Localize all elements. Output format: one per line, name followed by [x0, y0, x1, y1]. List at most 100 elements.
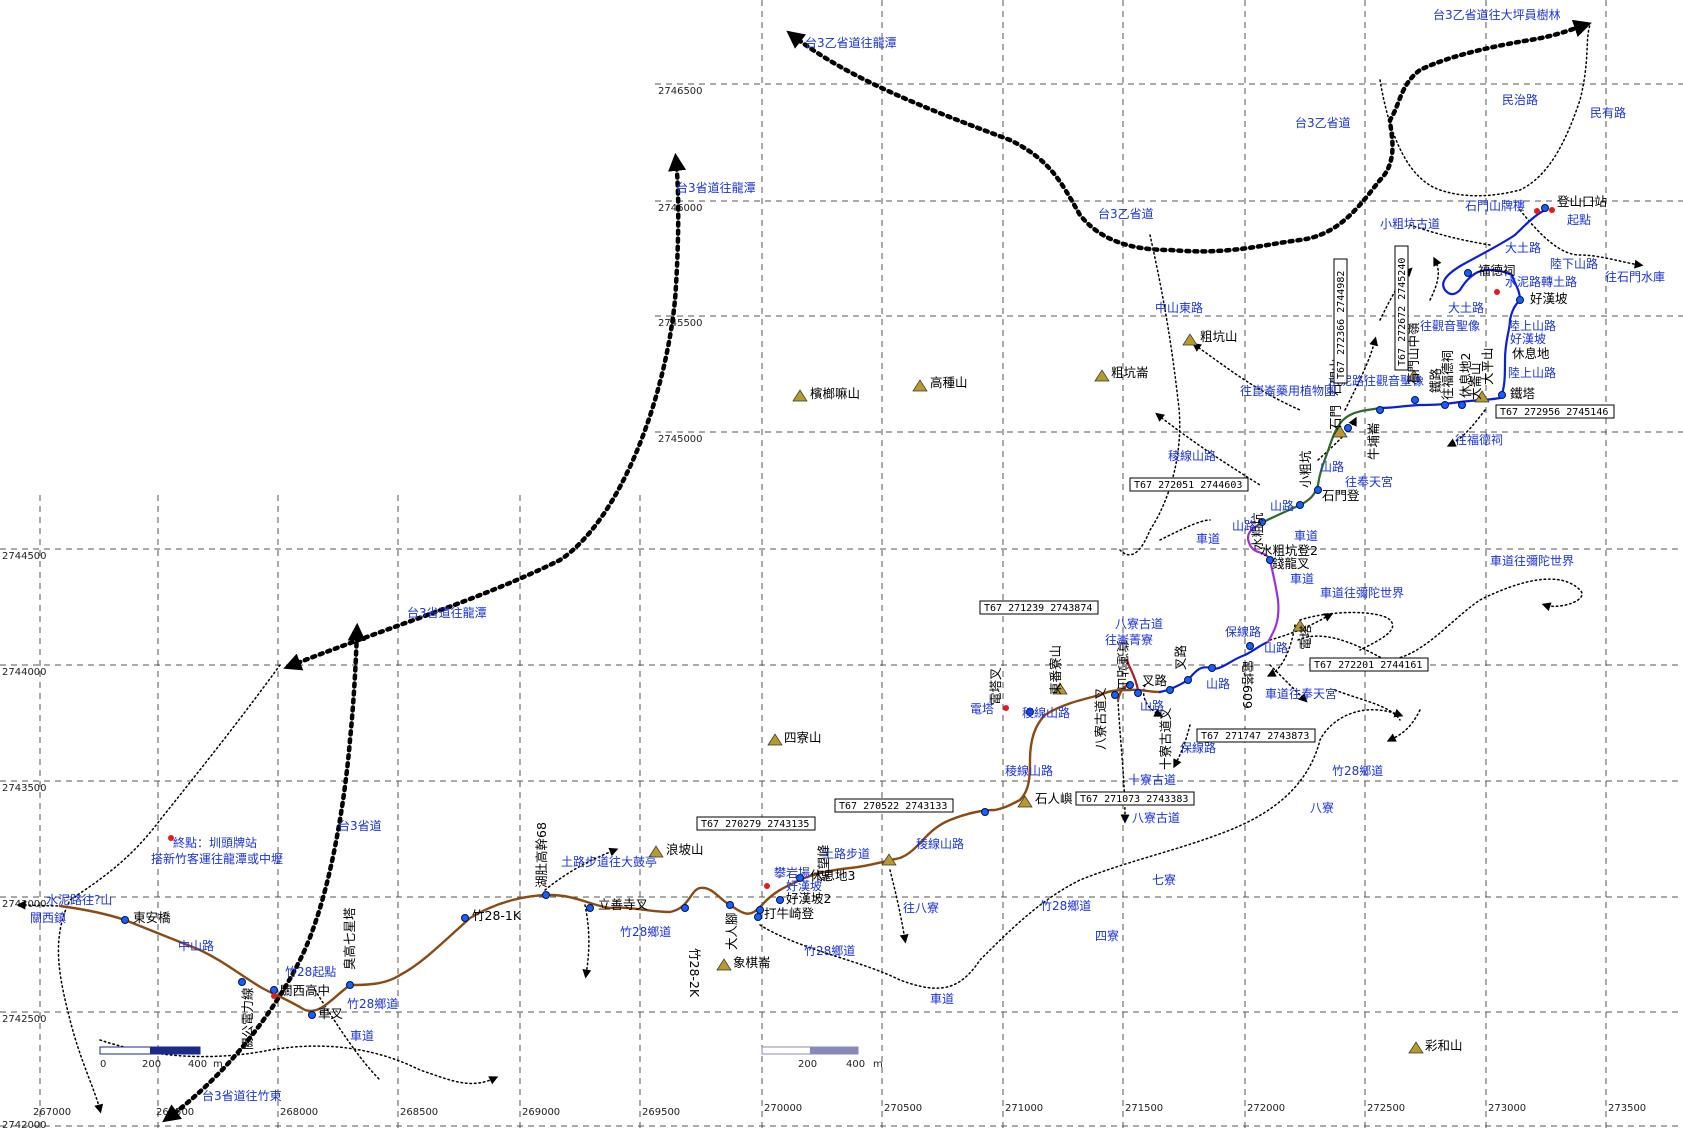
svg-text:T67 272672 2745240: T67 272672 2745240 [1397, 258, 1408, 366]
road-label: 水泥路往?山 [46, 892, 112, 907]
trail-label: 陸上山路 [1508, 365, 1556, 380]
vertical-labels: 湖肚高幹68 關公電力線 臭高七星塔 紀望峰 大人腳 竹28-2K 電塔叉 東番… [240, 322, 1495, 1050]
grid-x-label: 270000 [764, 1103, 802, 1114]
grid-y-label: 2744000 [2, 667, 47, 678]
waypoint-label: 竹28-1K [472, 908, 522, 923]
road-label: 七寮 [1152, 872, 1176, 887]
road-label: 往崑崙藥用植物園 [1240, 383, 1336, 398]
svg-text:400: 400 [188, 1059, 207, 1070]
road-label: 四寮 [1095, 928, 1119, 943]
vertical-label: 紀望峰 [816, 844, 831, 882]
trail-label: 好漢坡 [786, 879, 822, 893]
road-label: 車道往奉天宮 [1265, 686, 1337, 701]
waypoint-label: 錢龍叉 [1272, 556, 1310, 571]
svg-text:0: 0 [100, 1059, 106, 1070]
trail-brown-main[interactable] [58, 688, 1162, 1013]
vertical-label: 叉路 [1173, 644, 1188, 670]
grid-x-label: 267000 [33, 1107, 71, 1118]
trail-label: 大土路 [1448, 300, 1484, 315]
trail-label: 大土路 [1505, 240, 1541, 255]
scale-bar-middle: 200 400 m [761, 1046, 883, 1070]
trail-label: 山路 [1206, 676, 1230, 691]
svg-text:200: 200 [798, 1059, 817, 1070]
vertical-label: 湖肚高幹68 [534, 822, 549, 888]
svg-text:T67 272201 2744161: T67 272201 2744161 [1314, 660, 1422, 671]
road-label: 水泥路往觀音聖像 [1328, 373, 1424, 388]
trail-label: 八寮古道 [1115, 616, 1163, 631]
peak-icon [1408, 1041, 1424, 1054]
svg-text:T67 272366 2744982: T67 272366 2744982 [1336, 271, 1347, 379]
coordinate-box: T67 272201 2744161 [1309, 657, 1429, 672]
road-label: 台3省道 [338, 818, 382, 833]
trail-label: 稜線山路 [916, 836, 964, 851]
road-tai3-upper[interactable] [786, 19, 1592, 254]
vertical-label: 電塔叉 [988, 667, 1003, 705]
peak-icon [912, 379, 928, 392]
trail-label: 起點 [1567, 213, 1591, 227]
peak-label: 高種山 [930, 375, 968, 390]
road-label: 小粗坑古道 [1380, 216, 1440, 231]
waypoint-label: 打牛崎登 [764, 906, 815, 921]
peak-icon [792, 389, 808, 402]
road-label: 稜線山路 [1168, 448, 1216, 463]
grid-y-labels: 2746500 2746000 2745500 2745000 2744500 … [2, 86, 703, 1129]
vertical-label: 大崙山 [1468, 362, 1483, 400]
coordinate-box: T67 270279 2743135 [696, 816, 816, 831]
trail-label: 水泥路轉土路 [1505, 274, 1577, 289]
vertical-label: 貨運站山 [1115, 640, 1130, 690]
grid-x-label: 272500 [1367, 1103, 1405, 1114]
road-label: 往福德祠 [1455, 432, 1503, 447]
road-tai3-west[interactable] [283, 152, 687, 671]
vertical-label: 臭高七星塔 [342, 907, 357, 970]
road-label: 台3乙省道 [1098, 206, 1154, 221]
peak-label: 象棋崙 [733, 955, 771, 970]
trail-label: 土路步道 [822, 846, 870, 861]
trail-label: 稜線山路 [1022, 705, 1070, 720]
trail-green[interactable] [1256, 406, 1382, 527]
coordinate-box: T67 272956 2745146 [1495, 404, 1615, 419]
vertical-label: 東番寮山 [1048, 645, 1063, 695]
vertical-label: 往福德祠 [1440, 350, 1455, 400]
trail-red-segment[interactable] [1125, 658, 1140, 692]
peak-icon [1474, 390, 1490, 403]
grid-x-labels: 267000 267500 268000 268500 269000 26950… [33, 1103, 1646, 1118]
road-label: 車道往彌陀世界 [1320, 585, 1404, 600]
waypoint-label: 石門登 [1322, 488, 1360, 503]
road-label: 車道 [930, 992, 954, 1006]
grid-x-label: 272000 [1247, 1103, 1285, 1114]
waypoint-label: 石人嶼 [1035, 791, 1073, 806]
road-label: 往觀音聖像 [1420, 318, 1480, 333]
grid-y-label: 2744500 [2, 551, 47, 562]
peak-icon [1332, 425, 1348, 438]
svg-text:T67 270522 2743133: T67 270522 2743133 [839, 801, 947, 812]
waypoint-label: 立善寺叉 [598, 897, 649, 912]
peak-icon [648, 845, 664, 858]
grid-x-label: 273500 [1608, 1103, 1646, 1114]
road-label: 台3省道往龍潭 [676, 180, 756, 195]
peak-icon [1292, 619, 1308, 632]
road-label: 十寮古道 [1128, 772, 1176, 787]
grid-y-label: 2745000 [658, 434, 703, 445]
svg-text:T67 271239 2743874: T67 271239 2743874 [984, 603, 1092, 614]
road-label: 車道 [350, 1029, 374, 1043]
road-label: 車道往彌陀世界 [1490, 553, 1574, 568]
peak-label: 彩和山 [1425, 1038, 1463, 1053]
vertical-label: 牛埔崙 [1366, 422, 1381, 460]
road-labels: 台3乙省道往大坪員樹林 台3乙省道往龍潭 台3省道往龍潭 台3乙省道 台3乙省道… [30, 7, 1665, 1103]
road-label: 台3乙省道往大坪員樹林 [1433, 7, 1561, 22]
waypoint-label: 好漢坡 [1530, 291, 1568, 306]
road-label: 往石門水庫 [1605, 269, 1665, 284]
thin-roads [16, 24, 1644, 1114]
peak-icon [1182, 333, 1198, 346]
vertical-label: 小粗坑 [1298, 450, 1313, 488]
svg-text:400: 400 [846, 1059, 865, 1070]
trail-label: 山路 [1232, 518, 1256, 533]
grid-x-label: 268000 [280, 1107, 318, 1118]
waypoint-label: 好漢坡2 [786, 891, 831, 906]
svg-text:T67 271747 2743873: T67 271747 2743873 [1201, 731, 1309, 742]
trail-label: 保線路 [1225, 624, 1261, 639]
coordinate-box: T67 271239 2743874 [979, 600, 1099, 615]
svg-text:T67 272051 2744603: T67 272051 2744603 [1134, 480, 1242, 491]
road-tai3-south[interactable] [162, 622, 366, 1123]
